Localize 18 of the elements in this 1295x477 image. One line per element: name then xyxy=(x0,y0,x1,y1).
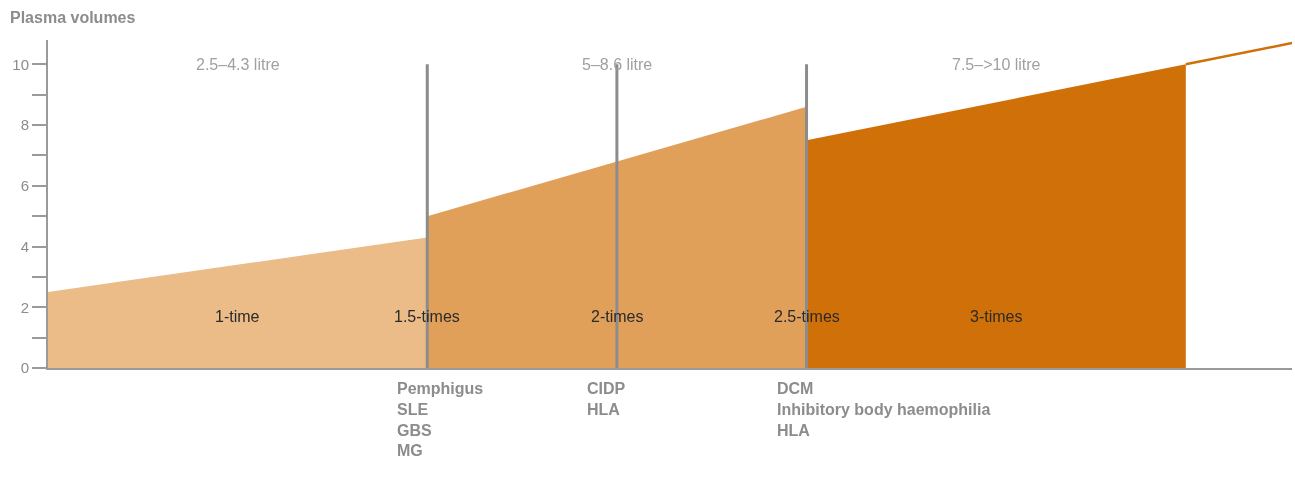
ref-line-label: DCM Inhibitory body haemophilia HLA xyxy=(777,380,991,439)
y-tick-label: 8 xyxy=(20,116,29,134)
y-axis-title: Plasma volumes xyxy=(10,9,136,26)
x-tick-label: 3-times xyxy=(970,308,1023,325)
annotation: 7.5–>10 litre xyxy=(952,56,1041,73)
x-tick-label: 1.5-times xyxy=(394,308,460,325)
x-tick-label: 2.5-times xyxy=(774,308,840,325)
x-tick-label: 2-times xyxy=(591,308,644,325)
y-tick-label: 10 xyxy=(12,55,29,73)
ref-line-label: CIDP HLA xyxy=(587,380,626,418)
ref-line-label: Pemphigus SLE GBS MG xyxy=(397,380,484,460)
x-tick-label: 1-time xyxy=(215,308,260,325)
y-tick-label: 6 xyxy=(20,177,29,195)
y-tick-label: 2 xyxy=(20,298,29,316)
annotation: 5–8.6 litre xyxy=(582,56,653,73)
y-tick-label: 4 xyxy=(20,237,29,255)
y-tick-label: 0 xyxy=(20,359,29,377)
annotation: 2.5–4.3 litre xyxy=(196,56,280,73)
